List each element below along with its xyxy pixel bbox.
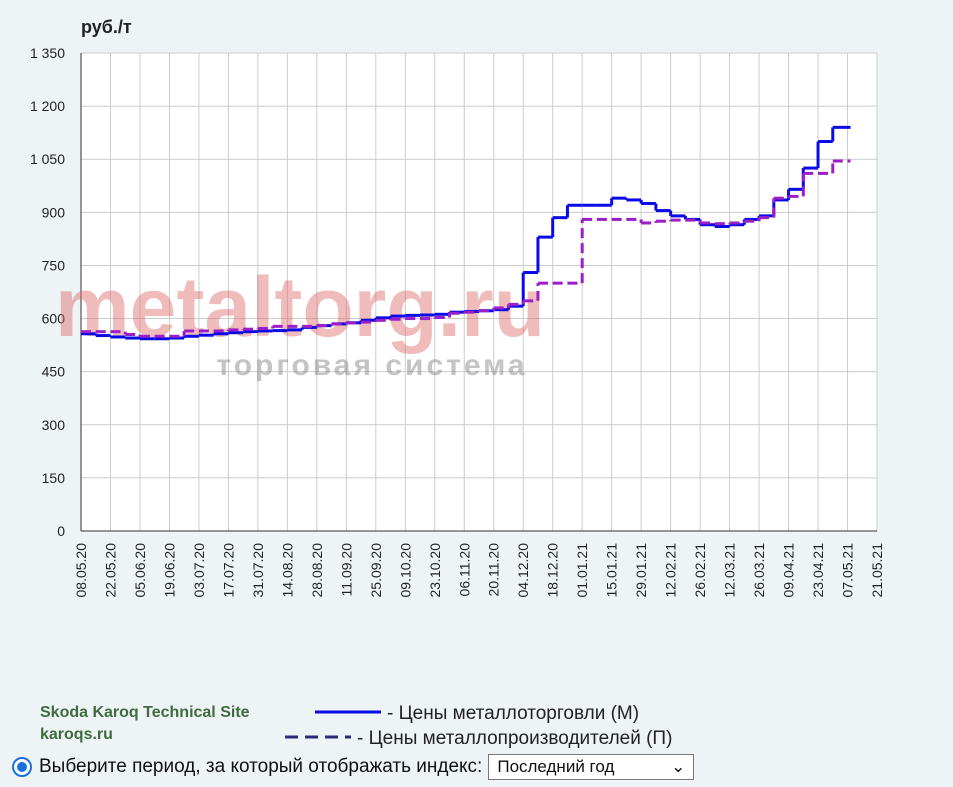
grid: 0 150 300 450 600 750 900 1 050 1 200 1 350 08.05.…	[30, 45, 885, 598]
y-tick-label: 150	[42, 470, 66, 486]
x-tick-label: 18.12.20	[545, 543, 561, 598]
x-tick-label: 19.06.20	[161, 543, 177, 598]
chart: 0 150 300 450 600 750 900 1 050 1 200 1 350 08.05.…	[30, 17, 885, 749]
x-tick-label: 14.08.20	[279, 543, 295, 598]
x-tick-label: 01.01.21	[574, 543, 590, 598]
y-tick-label: 750	[42, 257, 66, 273]
y-tick-label: 1 050	[30, 151, 65, 167]
x-tick-label: 06.11.20	[456, 543, 472, 597]
x-tick-label: 04.12.20	[515, 543, 531, 598]
x-tick-label: 31.07.20	[250, 543, 266, 598]
x-tick-label: 07.05.21	[840, 543, 856, 598]
x-tick-label: 25.09.20	[368, 543, 384, 598]
x-tick-label: 21.05.21	[869, 543, 885, 598]
plot	[81, 125, 851, 341]
site-url: karoqs.ru	[40, 726, 113, 743]
x-tick-label: 23.04.21	[810, 543, 826, 598]
x-tick-label: 09.04.21	[781, 543, 797, 598]
x-tick-label: 09.10.20	[397, 543, 413, 598]
legend-label: - Цены металлоторговли (М)	[387, 703, 639, 724]
x-tick-label: 28.08.20	[309, 543, 325, 598]
watermark-title: metaltorg.ru	[55, 260, 545, 354]
x-tick-label: 12.02.21	[663, 543, 679, 598]
period-select[interactable]: Последний год ⌄	[488, 754, 695, 780]
chevron: ⌄	[671, 757, 686, 776]
watermark-subtitle: торговая система	[216, 349, 527, 382]
x-tick-label: 15.01.21	[604, 543, 620, 598]
x-tick-label: 20.11.20	[486, 543, 502, 597]
x-tick-label: 29.01.21	[633, 543, 649, 598]
x-tick-label: 26.03.21	[751, 543, 767, 598]
x-tick-label: 22.05.20	[102, 543, 118, 598]
legend-label: - Цены металлопроизводителей (П)	[357, 728, 672, 749]
x-tick-label: 12.03.21	[722, 543, 738, 598]
x-tick-label: 26.02.21	[692, 543, 708, 598]
site-name: Skoda Karoq Technical Site	[40, 704, 250, 721]
y-tick-label: 1 350	[30, 45, 65, 61]
x-tick-label: 03.07.20	[191, 543, 207, 598]
y-tick-label: 300	[42, 417, 66, 433]
x-tick-label: 17.07.20	[220, 543, 236, 598]
period-selected: Последний год	[497, 757, 615, 776]
legend: - Цены металлоторговли (М) - Цены металло…	[285, 703, 672, 749]
y-tick-label: 1 200	[30, 98, 65, 114]
y-axis-label: руб./т	[81, 17, 132, 37]
y-tick-label: 600	[42, 311, 66, 327]
y-tick-label: 450	[42, 364, 66, 380]
y-tick-label: 0	[57, 523, 65, 539]
x-tick-label: 08.05.20	[73, 543, 89, 598]
plot-background	[81, 53, 877, 531]
x-tick-label: 05.06.20	[132, 543, 148, 598]
period-control: Выберите период, за который отображать и…	[12, 754, 695, 780]
period-label: Выберите период, за который отображать и…	[39, 756, 483, 777]
x-tick-label: 23.10.20	[427, 543, 443, 598]
radio[interactable]	[12, 757, 32, 777]
x-tick-label: 11.09.20	[338, 543, 354, 597]
y-tick-label: 900	[42, 204, 66, 220]
